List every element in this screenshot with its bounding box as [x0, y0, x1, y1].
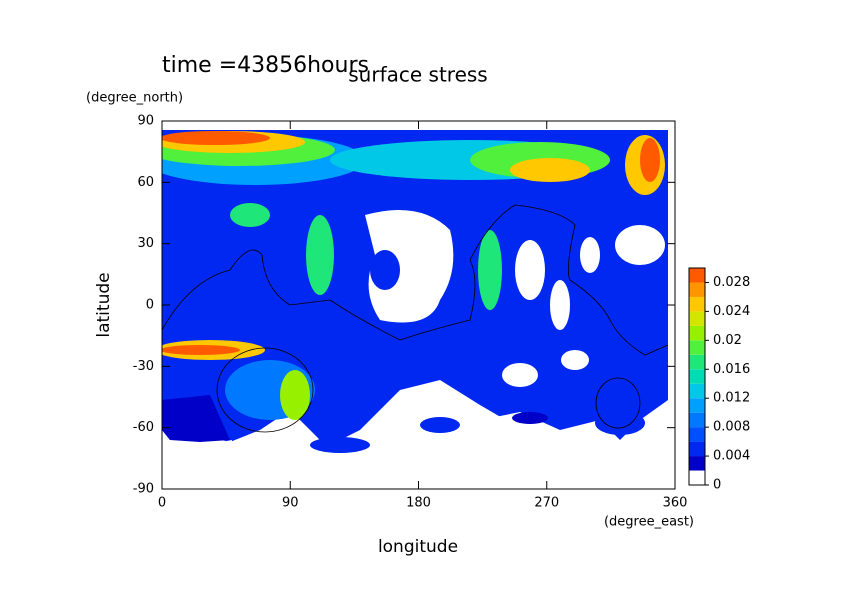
y-tick-label: -30: [133, 359, 154, 374]
colorbar-band: [689, 383, 705, 399]
colorbar-tick-label: 0.024: [713, 304, 750, 319]
colorbar-tick-label: 0.004: [713, 449, 750, 464]
colorbar-tick-label: 0.028: [713, 275, 750, 290]
x-axis-label: longitude: [378, 537, 458, 557]
y-axis-label: latitude: [94, 272, 114, 337]
x-unit: (degree_east): [604, 515, 694, 530]
x-tick-label: 360: [663, 496, 688, 511]
y-unit: (degree_north): [86, 91, 183, 106]
colorbar-band: [689, 268, 705, 283]
colorbar-band: [689, 412, 705, 428]
colorbar-tick-label: 0.02: [713, 333, 742, 348]
colorbar-band: [689, 456, 705, 471]
colorbar-band: [689, 398, 705, 413]
x-tick-label: 180: [406, 496, 431, 511]
x-tick-label: 270: [534, 496, 559, 511]
colorbar-band: [689, 282, 705, 297]
x-tick-label: 90: [282, 496, 299, 511]
y-tick-label: 90: [137, 114, 154, 129]
chart-subtitle: time =43856hours: [162, 53, 369, 78]
colorbar-band: [689, 311, 705, 326]
field: [162, 130, 675, 489]
colorbar-band: [689, 325, 705, 341]
colorbar-frame: [688, 267, 706, 486]
colorbar-tick-label: 0.016: [713, 362, 750, 377]
colorbar-band: [689, 296, 705, 312]
colorbar-band: [689, 369, 705, 384]
y-tick-label: -60: [133, 420, 154, 435]
x-tick-label: 0: [158, 496, 166, 511]
colorbar-band: [689, 427, 705, 442]
colorbar-band: [689, 340, 705, 355]
y-tick-label: 30: [137, 236, 154, 251]
y-tick-label: 60: [137, 175, 154, 190]
colorbar-tick-label: 0.008: [713, 420, 750, 435]
y-tick-label: 0: [146, 298, 154, 313]
colorbar-band: [689, 470, 705, 485]
colorbar-tick-label: 0: [713, 478, 721, 493]
colorbar-band: [689, 441, 705, 457]
chart-title: surface stress: [348, 63, 487, 87]
colorbar-tick-label: 0.012: [713, 391, 750, 406]
y-tick-label: -90: [133, 482, 154, 497]
colorbar-band: [689, 354, 705, 370]
